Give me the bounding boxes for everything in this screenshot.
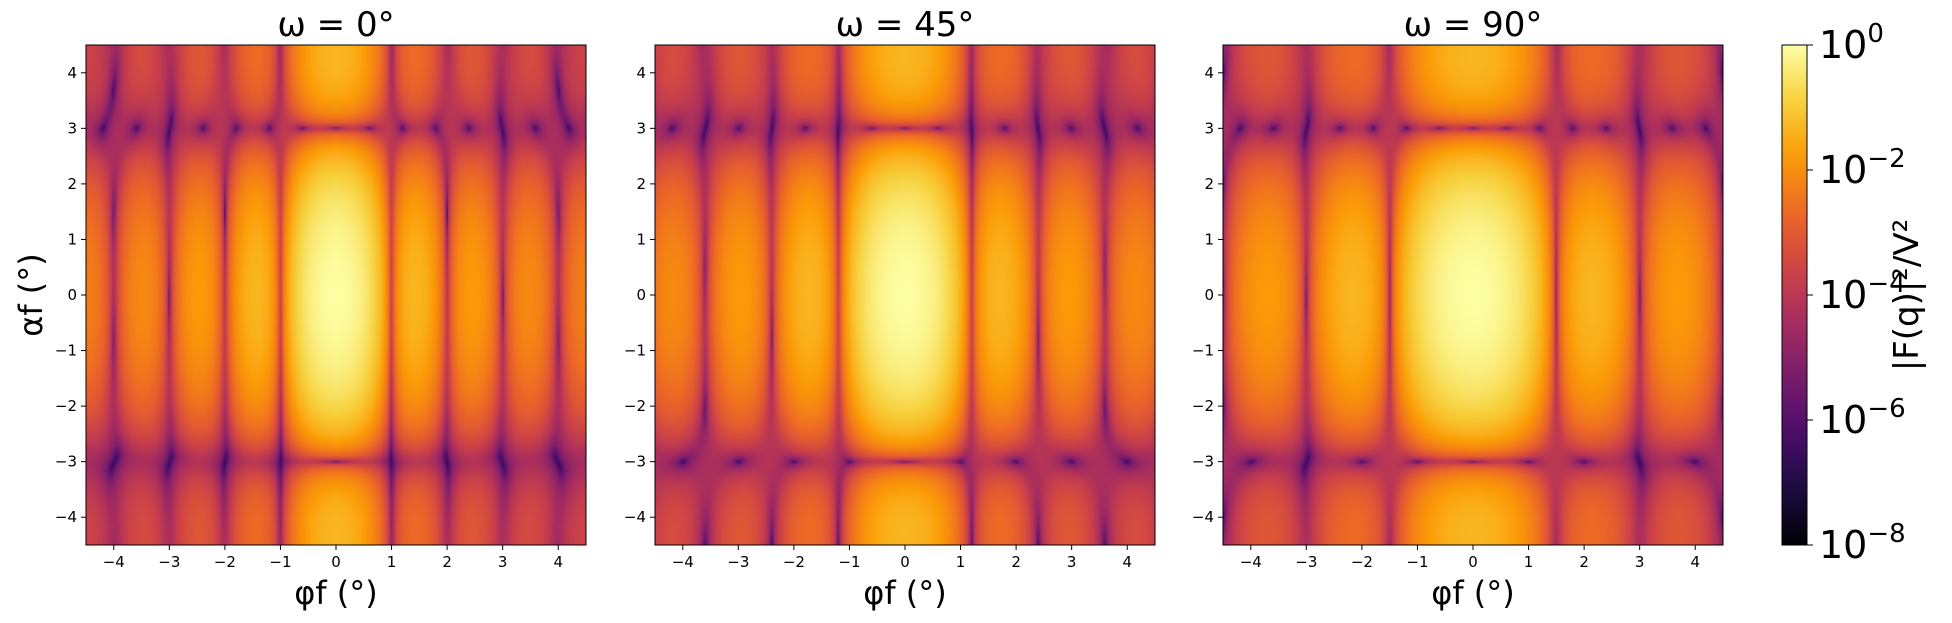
x-tick-label: −3 xyxy=(727,553,749,571)
x-tick-label: 2 xyxy=(442,553,452,571)
y-tick-label: 0 xyxy=(636,286,646,304)
y-tick-label: −3 xyxy=(55,453,77,471)
x-tick-label: −4 xyxy=(672,553,694,571)
colorbar-tick-label: 10−2 xyxy=(1819,144,1906,192)
x-tick-label: −2 xyxy=(783,553,805,571)
x-tick-label: 0 xyxy=(900,553,910,571)
panel-omega-90: ω = 90° −4 −4 −3 −3 −2 −2 −1 −1 0 0 1 1 2 2 3 3 4 4 φf (°… xyxy=(1192,5,1724,612)
panel-omega-45: ω = 45° −4 −4 −3 −3 −2 −2 −1 −1 0 0 1 1 2 2 3 3 4 4 φf (°… xyxy=(624,5,1156,612)
colorbar-label: |F(q)|²/V² xyxy=(1887,219,1927,372)
x-tick-label: −3 xyxy=(158,553,180,571)
x-tick-label: 0 xyxy=(1468,553,1478,571)
x-tick-label: 0 xyxy=(331,553,341,571)
heatmap-image xyxy=(1223,45,1723,545)
y-tick-label: 4 xyxy=(1204,64,1214,82)
colorbar: 100 10−2 10−4 10−6 10−8 |F(q)|²/V² xyxy=(1781,19,1927,567)
y-tick-label: 0 xyxy=(67,286,77,304)
y-tick-label: 3 xyxy=(636,119,646,137)
y-tick-label: −4 xyxy=(55,508,77,526)
colorbar-gradient xyxy=(1782,45,1807,545)
y-axis-label: αf (°) xyxy=(12,253,50,337)
x-tick-label: 4 xyxy=(1122,553,1132,571)
panel-title: ω = 45° xyxy=(836,5,975,45)
y-tick-label: 2 xyxy=(636,175,646,193)
y-tick-label: −2 xyxy=(1192,397,1214,415)
y-tick-label: 0 xyxy=(1204,286,1214,304)
x-tick-label: −4 xyxy=(1240,553,1262,571)
y-tick-label: 1 xyxy=(67,230,77,248)
colorbar-tick-label: 100 xyxy=(1819,19,1884,67)
x-tick-label: 2 xyxy=(1011,553,1021,571)
x-tick-label: −1 xyxy=(1406,553,1428,571)
x-tick-label: 3 xyxy=(498,553,508,571)
x-tick-label: 1 xyxy=(387,553,397,571)
panel-title: ω = 90° xyxy=(1404,5,1543,45)
y-tick-label: 2 xyxy=(1204,175,1214,193)
x-tick-label: −2 xyxy=(1351,553,1373,571)
panel-title: ω = 0° xyxy=(277,5,394,45)
colorbar-tick-label: 10−8 xyxy=(1819,519,1906,567)
x-tick-label: 2 xyxy=(1579,553,1589,571)
y-tick-label: −4 xyxy=(624,508,646,526)
y-tick-label: 1 xyxy=(1204,230,1214,248)
heatmap-image xyxy=(86,45,586,545)
y-tick-label: 4 xyxy=(67,64,77,82)
y-tick-label: −2 xyxy=(624,397,646,415)
x-tick-label: 4 xyxy=(1690,553,1700,571)
y-tick-label: −3 xyxy=(1192,453,1214,471)
x-axis-label: φf (°) xyxy=(1431,574,1515,612)
y-tick-label: 2 xyxy=(67,175,77,193)
colorbar-tick-label: 10−6 xyxy=(1819,394,1906,442)
panel-omega-0: ω = 0° −4 −4 −3 −3 −2 −2 −1 −1 0 0 1 1 2 2 3 3 4 4 φf (°)… xyxy=(12,5,587,612)
x-tick-label: −3 xyxy=(1295,553,1317,571)
y-tick-label: −1 xyxy=(624,342,646,360)
x-tick-label: 1 xyxy=(956,553,966,571)
y-tick-label: 3 xyxy=(1204,119,1214,137)
x-tick-label: 3 xyxy=(1067,553,1077,571)
x-axis-label: φf (°) xyxy=(294,574,378,612)
x-tick-label: −4 xyxy=(103,553,125,571)
y-tick-label: −2 xyxy=(55,397,77,415)
y-tick-label: −3 xyxy=(624,453,646,471)
y-tick-label: −4 xyxy=(1192,508,1214,526)
y-tick-label: 4 xyxy=(636,64,646,82)
colorbar-ticks: 100 10−2 10−4 10−6 10−8 xyxy=(1807,19,1906,567)
y-tick-label: −1 xyxy=(1192,342,1214,360)
x-tick-label: −1 xyxy=(838,553,860,571)
y-tick-label: −1 xyxy=(55,342,77,360)
x-axis-label: φf (°) xyxy=(863,574,947,612)
x-tick-label: −2 xyxy=(214,553,236,571)
x-tick-label: 4 xyxy=(553,553,563,571)
x-tick-label: 3 xyxy=(1635,553,1645,571)
colorbar-tick-label: 10−4 xyxy=(1819,269,1906,317)
tick-group: −4 −4 −3 −3 −2 −2 −1 −1 0 0 1 1 2 2 3 3 4 4 xyxy=(1192,64,1700,571)
tick-group: −4 −4 −3 −3 −2 −2 −1 −1 0 0 1 1 2 2 3 3 4 4 xyxy=(624,64,1132,571)
tick-group: −4 −4 −3 −3 −2 −2 −1 −1 0 0 1 1 2 2 3 3 4 4 xyxy=(55,64,563,571)
y-tick-label: 3 xyxy=(67,119,77,137)
x-tick-label: 1 xyxy=(1524,553,1534,571)
y-tick-label: 1 xyxy=(636,230,646,248)
x-tick-label: −1 xyxy=(269,553,291,571)
heatmap-image xyxy=(655,45,1155,545)
